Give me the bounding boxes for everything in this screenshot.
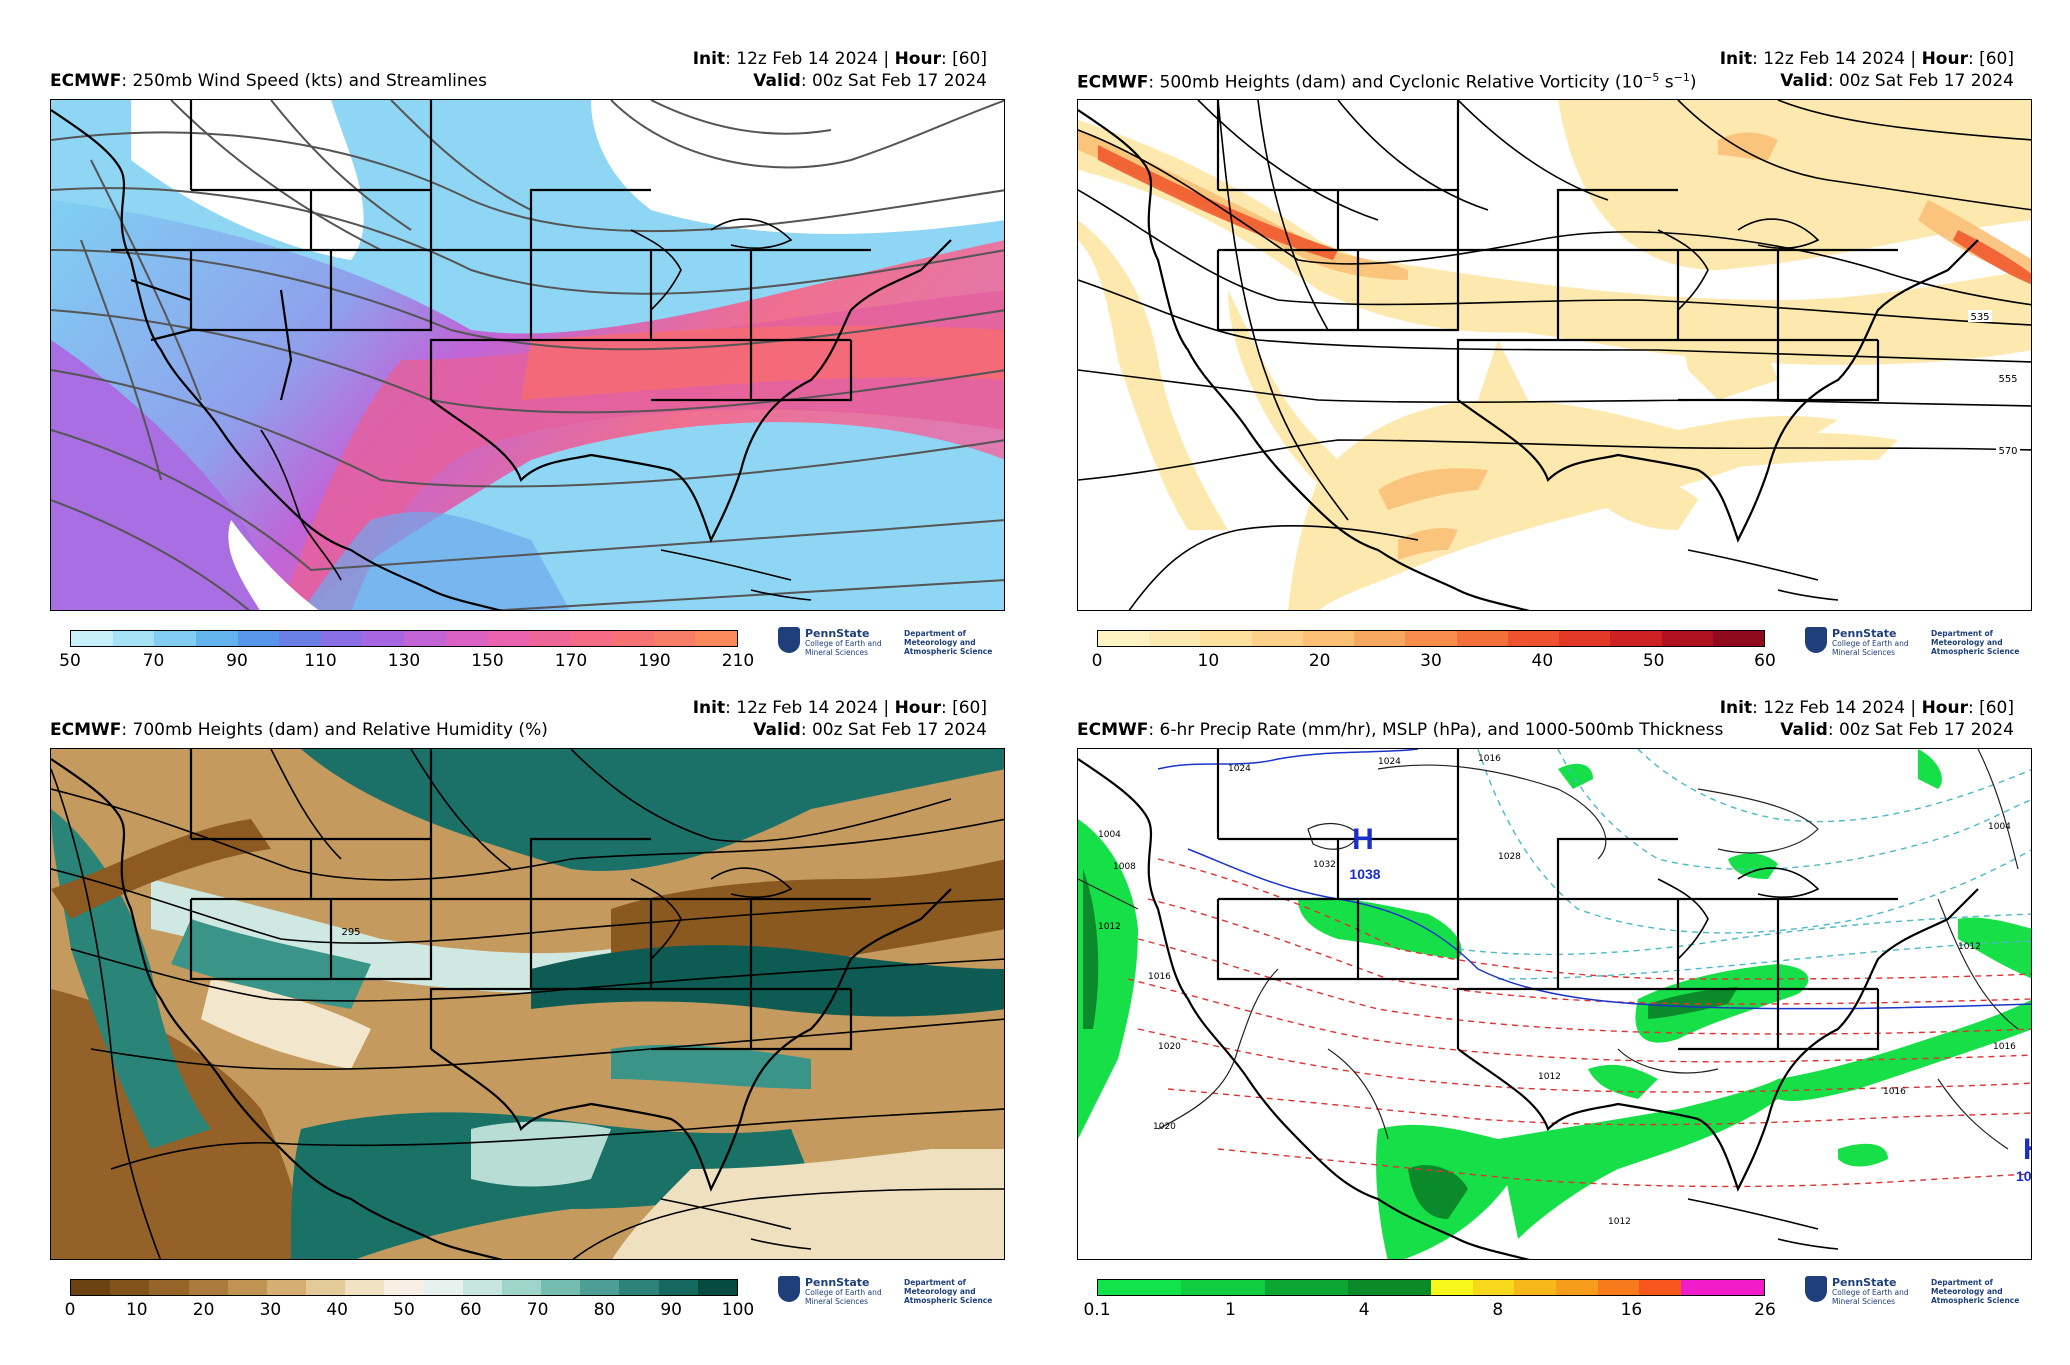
contour-label: 1024	[1228, 764, 1251, 774]
colorbar-tick: 40	[1531, 651, 1554, 671]
contour-label: 1004	[1098, 830, 1121, 840]
pennstate-logo: PennState College of Earth and Mineral S…	[778, 1276, 998, 1310]
shield-icon	[778, 627, 800, 653]
colorbar-ticks: 50 70 90 110 130 150 170 190 210	[59, 651, 754, 673]
panel-title: ECMWF: 700mb Heights (dam) and Relative …	[50, 720, 548, 740]
colorbar-tick: 60	[1754, 651, 1776, 671]
colorbar-tick: 100	[721, 1300, 755, 1320]
contour-label: 555	[1998, 374, 2017, 385]
colorbar-tick: 16	[1620, 1300, 1643, 1320]
colorbar-tick: 26	[1754, 1300, 1776, 1320]
colorbar-ticks: 0 10 20 30 40 50 60	[1092, 651, 1776, 673]
colorbar-tick: 170	[554, 651, 588, 671]
colorbar-tick: 70	[142, 651, 165, 671]
colorbar-ticks: 0.1 1 4 8 16 26	[1083, 1300, 1775, 1322]
colorbar-tick: 90	[226, 651, 248, 671]
panel-title: ECMWF: 6-hr Precip Rate (mm/hr), MSLP (h…	[1077, 720, 1724, 740]
init-time: Init: 12z Feb 14 2024 | Hour: [60]	[692, 49, 987, 69]
panel-title: ECMWF: 500mb Heights (dam) and Cyclonic …	[1077, 71, 1697, 93]
pennstate-logo: PennState College of Earth and Mineral S…	[1805, 1276, 2025, 1310]
colorbar-tick: 10	[125, 1300, 148, 1320]
valid-time: Valid: 00z Sat Feb 17 2024	[753, 71, 987, 91]
colorbar-tick: 8	[1492, 1300, 1504, 1320]
shield-icon	[778, 1276, 800, 1302]
colorbar-tick: 20	[1308, 651, 1331, 671]
colorbar-tick: 50	[59, 651, 81, 671]
svg-text:1038: 1038	[1349, 866, 1380, 882]
colorbar-tick: 210	[721, 651, 755, 671]
contour-label: 1012	[1538, 1072, 1561, 1082]
contour-label: 1016	[1993, 1042, 2016, 1052]
contour-label: 1016	[1883, 1087, 1906, 1097]
panel-title: ECMWF: 250mb Wind Speed (kts) and Stream…	[50, 71, 487, 91]
colorbar-tick: 0.1	[1083, 1300, 1111, 1320]
contour-label: 295	[341, 927, 360, 938]
colorbar-tick: 30	[259, 1300, 282, 1320]
colorbar-tick: 40	[326, 1300, 349, 1320]
pennstate-logo: PennState College of Earth and Mineral S…	[1805, 627, 2025, 661]
contour-label: 1012	[1608, 1217, 1631, 1227]
colorbar-tick: 70	[526, 1300, 549, 1320]
map-500mb-vorticity: 535 555 570	[1077, 99, 2032, 611]
map-700mb-rh: 295	[50, 748, 1005, 1260]
colorbar-tick: 50	[393, 1300, 415, 1320]
pennstate-logo: PennState College of Earth and Mineral S…	[778, 627, 998, 661]
colorbar	[1097, 1279, 1765, 1296]
high-pressure-marker: H 1038 H 102	[1349, 823, 2032, 1184]
colorbar-tick: 0	[64, 1300, 76, 1320]
colorbar	[1097, 630, 1765, 647]
colorbar-tick: 10	[1197, 651, 1220, 671]
shield-icon	[1805, 627, 1827, 653]
contour-label: 1032	[1313, 860, 1336, 870]
colorbar-tick: 50	[1642, 651, 1665, 671]
valid-time: Valid: 00z Sat Feb 17 2024	[1780, 71, 2014, 91]
colorbar	[70, 1279, 738, 1296]
colorbar-tick: 4	[1358, 1300, 1370, 1320]
contour-label: 1024	[1378, 757, 1401, 767]
panel-700mb-rh: Init: 12z Feb 14 2024 | Hour: [60] Valid…	[0, 649, 1005, 1320]
panel-250mb-wind: Init: 12z Feb 14 2024 | Hour: [60] Valid…	[0, 0, 1005, 671]
colorbar-tick: 190	[638, 651, 671, 671]
contour-label: 1020	[1153, 1122, 1176, 1132]
contour-label: 535	[1970, 312, 1989, 323]
colorbar	[70, 630, 738, 647]
colorbar-tick: 130	[387, 651, 421, 671]
contour-label: 1016	[1148, 972, 1171, 982]
colorbar-tick: 110	[304, 651, 337, 671]
svg-text:H: H	[1352, 823, 1374, 856]
init-time: Init: 12z Feb 14 2024 | Hour: [60]	[1719, 49, 2014, 69]
valid-time: Valid: 00z Sat Feb 17 2024	[753, 720, 987, 740]
colorbar-tick: 20	[192, 1300, 215, 1320]
colorbar-tick: 80	[593, 1300, 616, 1320]
contour-label: 1020	[1158, 1042, 1181, 1052]
colorbar-tick: 90	[660, 1300, 683, 1320]
svg-text:102: 102	[2016, 1168, 2032, 1184]
colorbar-tick: 1	[1225, 1300, 1237, 1320]
contour-label: 1028	[1498, 852, 1521, 862]
svg-text:H: H	[2023, 1133, 2032, 1166]
init-time: Init: 12z Feb 14 2024 | Hour: [60]	[1719, 698, 2014, 718]
valid-time: Valid: 00z Sat Feb 17 2024	[1780, 720, 2014, 740]
contour-label: 1012	[1098, 922, 1121, 932]
colorbar-ticks: 0 10 20 30 40 50 60 70 80 90 100	[65, 1300, 755, 1322]
panel-precip-mslp: Init: 12z Feb 14 2024 | Hour: [60] Valid…	[1027, 649, 2032, 1320]
map-precip-mslp: 1024 1024 1016 1004 1008 1012 1016 1020 …	[1077, 748, 2032, 1260]
contour-label: 570	[1998, 446, 2017, 457]
colorbar-tick: 0	[1091, 651, 1103, 671]
colorbar-tick: 30	[1420, 651, 1442, 671]
contour-label: 1016	[1478, 754, 1501, 764]
panel-500mb-vorticity: Init: 12z Feb 14 2024 | Hour: [60] Valid…	[1027, 0, 2032, 671]
contour-label: 1012	[1958, 942, 1981, 952]
contour-label: 1008	[1113, 862, 1136, 872]
colorbar-tick: 150	[471, 651, 504, 671]
map-250mb-wind	[50, 99, 1005, 611]
init-time: Init: 12z Feb 14 2024 | Hour: [60]	[692, 698, 987, 718]
contour-label: 1004	[1988, 822, 2011, 832]
colorbar-tick: 60	[459, 1300, 482, 1320]
shield-icon	[1805, 1276, 1827, 1302]
